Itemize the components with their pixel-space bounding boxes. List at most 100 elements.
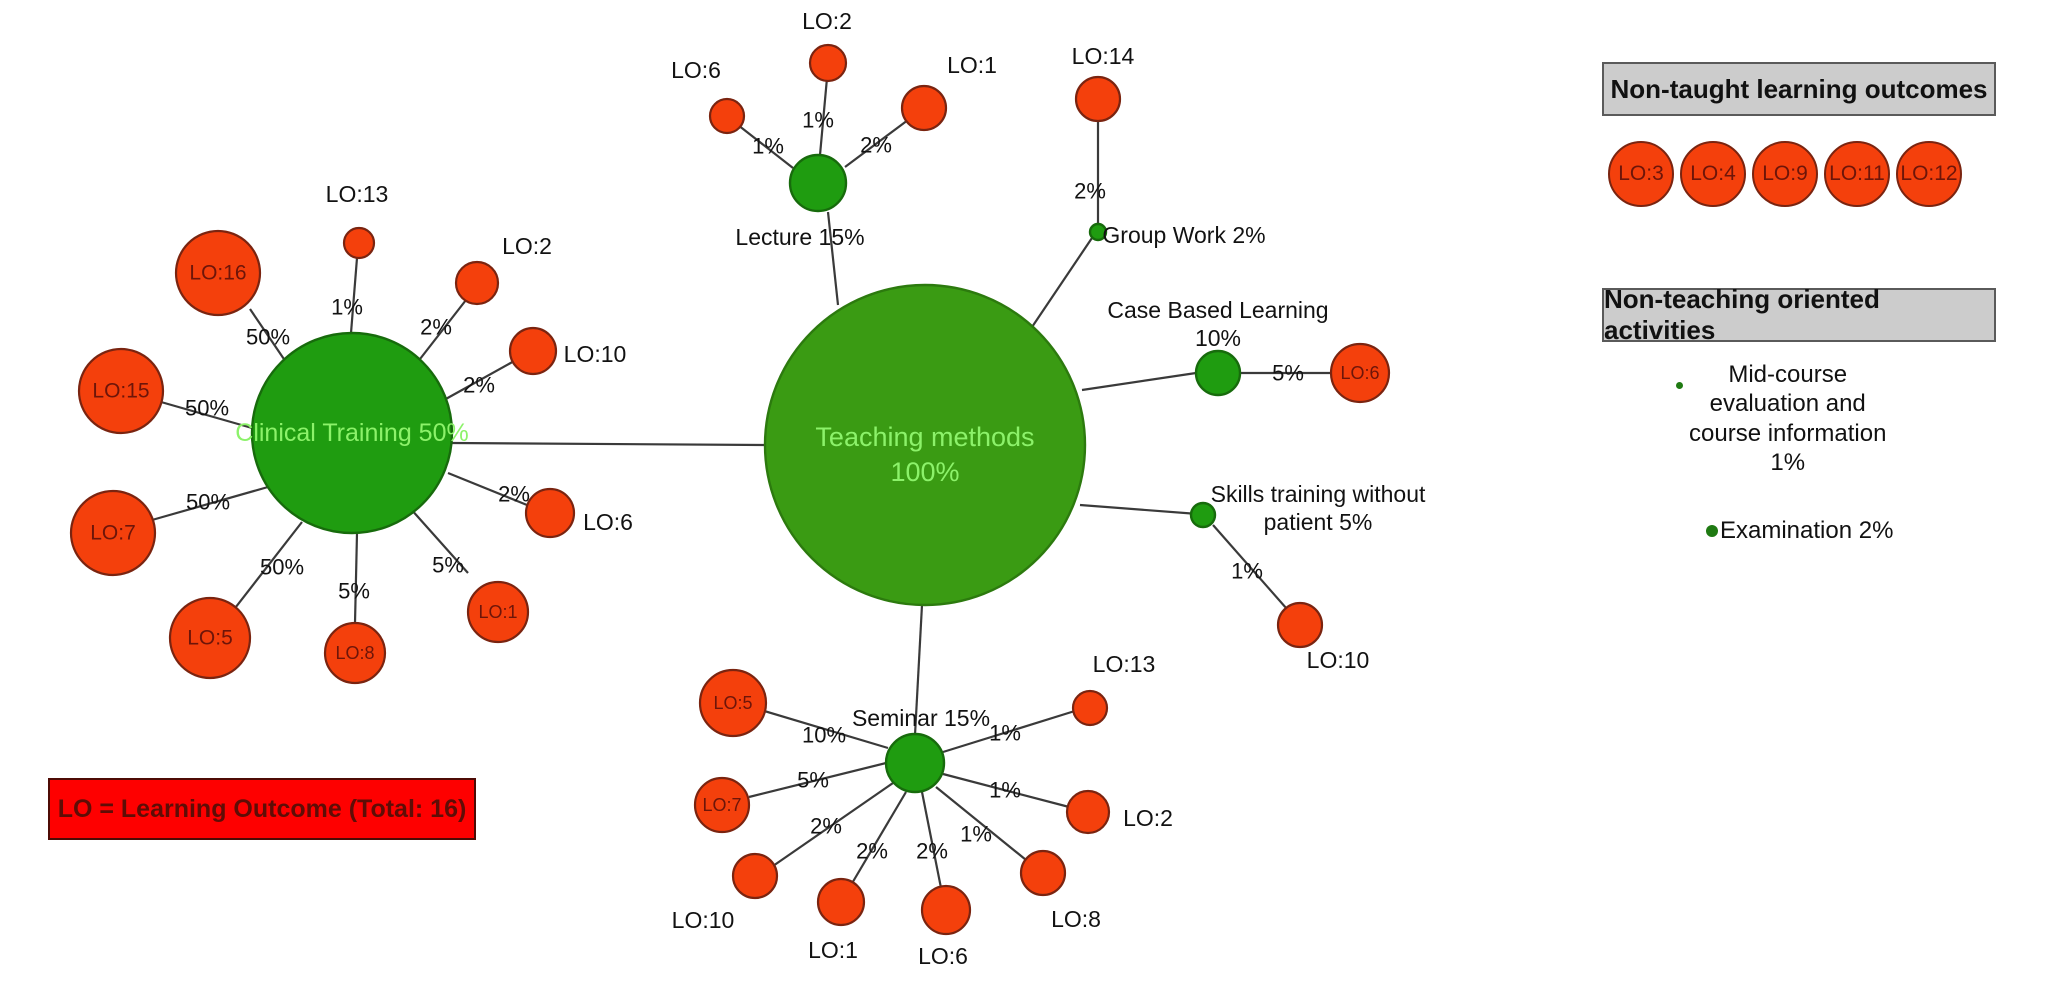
edge-seminar-lo5 (760, 708, 889, 750)
activity-mid-course-evaluation[interactable]: Mid-course evaluation and course informa… (1676, 360, 1976, 477)
node-lo10-seminar[interactable]: LO:10 (672, 852, 779, 933)
mid-course-dot-icon (1676, 382, 1683, 389)
node-lo7-clinical[interactable]: LO:7 (69, 489, 157, 577)
edge-center-clinical-training (451, 441, 766, 447)
node-lo7-seminar[interactable]: LO:7 (693, 776, 751, 834)
pct-ct-lo10: 2% (463, 373, 495, 398)
node-lo1-clinical[interactable]: LO:1 (466, 580, 530, 644)
lo2-clinical-label: LO:2 (502, 233, 552, 259)
edge-lecture-lo6 (737, 124, 794, 169)
node-lo2-seminar[interactable]: LO:2 (1065, 789, 1173, 835)
lo10-clinical-label: LO:10 (564, 341, 627, 367)
lo7-clinical-label: LO:7 (90, 522, 136, 545)
edge-ct-lo2 (412, 299, 467, 369)
seminar-edges (748, 708, 1079, 894)
node-teaching-methods[interactable]: Teaching methods 100% (763, 283, 1087, 607)
node-lo1-lecture[interactable]: LO:1 (900, 52, 997, 132)
pct-ct-lo2: 2% (420, 315, 452, 340)
node-lo2-clinical[interactable]: LO:2 (454, 233, 552, 306)
mid-course-line4: 1% (1770, 448, 1806, 476)
lo4-label: LO:4 (1690, 162, 1736, 185)
node-lo12-non-taught[interactable]: LO:12 (1896, 141, 1962, 207)
lo8-seminar-label: LO:8 (1051, 906, 1101, 932)
node-lo9-non-taught[interactable]: LO:9 (1752, 141, 1818, 207)
lo11-label: LO:11 (1829, 162, 1885, 185)
lo5-seminar-label: LO:5 (713, 693, 752, 713)
node-lo5-clinical[interactable]: LO:5 (168, 596, 252, 680)
node-seminar[interactable]: Seminar 15% (852, 705, 990, 794)
pct-ct-lo13: 1% (331, 295, 363, 320)
pct-seminar-lo2: 1% (989, 778, 1021, 803)
node-lo13-clinical[interactable]: LO:13 (326, 181, 389, 260)
edge-center-seminar (913, 604, 924, 736)
node-lo6-lecture[interactable]: LO:6 (671, 57, 746, 135)
node-lo1-seminar[interactable]: LO:1 (808, 877, 866, 963)
lo13-clinical-label: LO:13 (326, 181, 389, 207)
node-lo6-cbl[interactable]: LO:6 (1329, 342, 1391, 404)
node-skills-training[interactable]: Skills training without patient 5% (1189, 481, 1426, 535)
pct-skills-lo10: 1% (1231, 559, 1263, 584)
edge-ct-lo10 (443, 359, 517, 401)
lecture-outcomes: LO:6 LO:2 LO:1 (671, 8, 997, 135)
clinical-training-edges (151, 257, 528, 624)
edge-seminar-lo7 (748, 761, 887, 799)
teaching-methods-label-line2: 100% (890, 457, 959, 487)
seminar-outcomes: LO:5 LO:13 LO:7 LO:2 LO:10 LO:8 (672, 651, 1173, 969)
node-lo2-lecture[interactable]: LO:2 (802, 8, 852, 83)
edge-seminar-lo13 (942, 708, 1079, 754)
node-lo10-clinical[interactable]: LO:10 (508, 326, 627, 376)
lo10-skills-label: LO:10 (1307, 647, 1370, 673)
edge-seminar-lo1 (850, 791, 907, 886)
node-clinical-training[interactable]: Clinical Training 50% (235, 331, 469, 535)
lo10-seminar-label: LO:10 (672, 907, 735, 933)
node-lo8-seminar[interactable]: LO:8 (1019, 849, 1101, 932)
clinical-training-label: Clinical Training 50% (235, 419, 468, 447)
lo8-clinical-label: LO:8 (335, 643, 374, 663)
lo1-seminar-label: LO:1 (808, 937, 858, 963)
pct-seminar-lo5: 10% (802, 723, 846, 748)
node-lo14-groupwork[interactable]: LO:14 (1072, 43, 1135, 123)
edge-lecture-lo1 (844, 116, 913, 168)
lo6-cbl-label: LO:6 (1340, 363, 1379, 383)
node-lo6-seminar[interactable]: LO:6 (918, 884, 972, 969)
lo9-label: LO:9 (1762, 162, 1808, 185)
pct-lecture-lo1: 2% (860, 133, 892, 158)
node-lo8-clinical[interactable]: LO:8 (323, 621, 387, 685)
skills-training-label-line2: patient 5% (1264, 509, 1373, 535)
node-lo10-skills[interactable]: LO:10 (1276, 601, 1370, 673)
activity-examination[interactable]: Examination 2% (1706, 516, 1893, 545)
edge-ct-lo15 (160, 400, 253, 430)
panel-non-taught-header: Non-taught learning outcomes (1602, 62, 1996, 116)
pct-ct-lo6: 2% (498, 482, 530, 507)
edge-ct-lo1 (409, 507, 469, 574)
lo2-lecture-label: LO:2 (802, 8, 852, 34)
node-group-work[interactable]: Group Work 2% (1088, 222, 1266, 248)
lo15-label: LO:15 (92, 380, 149, 403)
node-case-based-learning[interactable]: Case Based Learning 10% (1107, 297, 1329, 397)
edge-seminar-lo8 (935, 786, 1032, 865)
panel-non-teaching-title: Non-teaching oriented activities (1604, 284, 1880, 345)
edge-ct-lo16 (249, 308, 291, 369)
node-lo5-seminar[interactable]: LO:5 (698, 668, 768, 738)
node-lecture[interactable]: Lecture 15% (735, 153, 865, 250)
edge-seminar-lo10 (772, 782, 894, 867)
node-lo11-non-taught[interactable]: LO:11 (1824, 141, 1890, 207)
teaching-methods-label-line1: Teaching methods (815, 422, 1034, 452)
node-lo16[interactable]: LO:16 (174, 229, 262, 317)
pct-ct-lo1: 5% (432, 553, 464, 578)
seminar-label: Seminar 15% (852, 705, 990, 731)
edge-center-group-work (1029, 231, 1097, 331)
node-lo4-non-taught[interactable]: LO:4 (1680, 141, 1746, 207)
node-lo6-clinical[interactable]: LO:6 (524, 487, 633, 539)
node-lo3-non-taught[interactable]: LO:3 (1608, 141, 1674, 207)
case-based-learning-label-line1: Case Based Learning (1107, 297, 1328, 323)
lo2-seminar-label: LO:2 (1123, 805, 1173, 831)
edge-ct-lo6 (447, 471, 528, 507)
panel-non-teaching-header: Non-teaching oriented activities (1602, 284, 1996, 345)
node-lo13-seminar[interactable]: LO:13 (1071, 651, 1155, 727)
node-lo15[interactable]: LO:15 (77, 347, 165, 435)
pct-groupwork-lo14: 2% (1074, 179, 1106, 204)
pct-lecture-lo2: 1% (802, 108, 834, 133)
